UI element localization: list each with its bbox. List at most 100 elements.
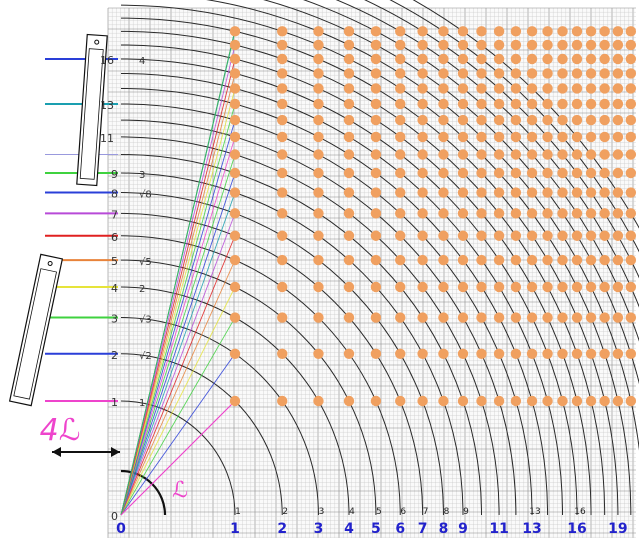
lattice-dot xyxy=(457,53,469,65)
lattice-dot xyxy=(370,114,382,126)
lattice-dot xyxy=(395,149,406,160)
lattice-dot xyxy=(438,230,449,241)
ray xyxy=(120,192,236,516)
lattice-dot xyxy=(526,230,538,241)
lattice-dot xyxy=(438,167,449,179)
lattice-dot xyxy=(599,312,610,323)
lattice-dot xyxy=(585,312,597,323)
bottom-axis-label: 8 xyxy=(439,521,449,537)
lattice-dot xyxy=(542,187,553,198)
lattice-dot xyxy=(370,167,382,179)
lattice-dot xyxy=(438,149,449,160)
lattice-dot xyxy=(476,83,487,94)
lattice-dot xyxy=(612,68,624,79)
lattice-dot xyxy=(476,68,487,79)
lattice-dot xyxy=(557,281,568,293)
lattice-dot xyxy=(526,348,538,359)
lattice-dot xyxy=(510,68,522,79)
lattice-dot xyxy=(277,149,288,160)
lattice-dot xyxy=(625,348,637,359)
lattice-dot xyxy=(557,167,568,179)
ruler-inner xyxy=(13,268,57,400)
lattice-dot xyxy=(277,208,288,219)
lattice-dot xyxy=(526,39,538,51)
lattice-dot xyxy=(625,39,637,51)
lattice-dot xyxy=(612,208,624,219)
arc xyxy=(205,0,639,452)
lattice-dot xyxy=(526,98,538,110)
top-small-label: 7 xyxy=(423,507,429,517)
lattice-dot xyxy=(625,312,637,323)
lattice-dot xyxy=(395,312,406,323)
lattice-dot xyxy=(417,131,428,143)
ray xyxy=(120,44,236,516)
ray xyxy=(120,73,236,516)
left-axis-label: 13 xyxy=(100,99,114,112)
lattice-dot xyxy=(542,39,553,51)
lattice-dot xyxy=(585,114,597,126)
lattice-dot xyxy=(457,208,469,219)
lattice-dot xyxy=(438,98,449,110)
lattice-dot xyxy=(625,83,637,94)
lattice-dot xyxy=(526,208,538,219)
lattice-dot xyxy=(438,348,449,359)
lattice-dot xyxy=(526,131,538,143)
lattice-dot xyxy=(438,114,449,126)
lattice-dot xyxy=(493,53,505,65)
bottom-axis-label: 4 xyxy=(344,521,354,537)
ray xyxy=(120,103,236,516)
lattice-dot xyxy=(277,187,288,198)
lattice-dot xyxy=(612,348,624,359)
ray xyxy=(120,286,236,516)
small-L-label: ℒ xyxy=(172,478,188,503)
lattice-dot xyxy=(599,83,610,94)
lattice-dot xyxy=(438,254,449,266)
ray xyxy=(120,235,236,516)
colored-rays xyxy=(120,29,236,516)
lattice-dot xyxy=(457,114,469,126)
lattice-dot xyxy=(313,395,324,407)
lattice-dot xyxy=(542,208,553,219)
left-axis-label: 6 xyxy=(111,231,118,244)
left-axis-label: 3 xyxy=(111,313,118,326)
lattice-dot xyxy=(542,83,553,94)
lattice-dot xyxy=(277,114,288,126)
lattice-dot xyxy=(343,312,355,323)
lattice-dot xyxy=(370,131,382,143)
lattice-dot xyxy=(526,114,538,126)
lattice-dot xyxy=(343,230,355,241)
lattice-dot xyxy=(417,98,428,110)
lattice-dot xyxy=(277,348,288,359)
lattice-dot xyxy=(612,167,624,179)
lattice-dot xyxy=(542,68,553,79)
lattice-dot xyxy=(277,167,288,179)
lattice-dot xyxy=(343,39,355,51)
lattice-dot xyxy=(599,114,610,126)
lattice-dot xyxy=(417,208,428,219)
lattice-dot xyxy=(612,98,624,110)
lattice-dot xyxy=(476,39,487,51)
lattice-dot xyxy=(510,230,522,241)
lattice-dot xyxy=(229,348,241,359)
lattice-dot xyxy=(476,114,487,126)
lattice-dot xyxy=(343,254,355,266)
lattice-dot xyxy=(476,208,487,219)
lattice-dot xyxy=(229,114,241,126)
lattice-dot xyxy=(229,230,241,241)
lattice-dot xyxy=(493,39,505,51)
lattice-dot xyxy=(625,208,637,219)
lattice-dot xyxy=(370,53,382,65)
lattice-dot xyxy=(370,68,382,79)
ray xyxy=(120,136,236,516)
lattice-dot xyxy=(612,312,624,323)
lattice-dot xyxy=(417,83,428,94)
lattice-dot xyxy=(229,187,241,198)
lattice-dot xyxy=(571,53,583,65)
ruler-body xyxy=(76,33,108,187)
lattice-dot xyxy=(229,68,241,79)
lattice-dot xyxy=(277,39,288,51)
lattice-dot xyxy=(343,208,355,219)
lattice-dot xyxy=(277,254,288,266)
lattice-dot xyxy=(625,149,637,160)
big-4L-label: 4ℒ xyxy=(40,413,81,448)
